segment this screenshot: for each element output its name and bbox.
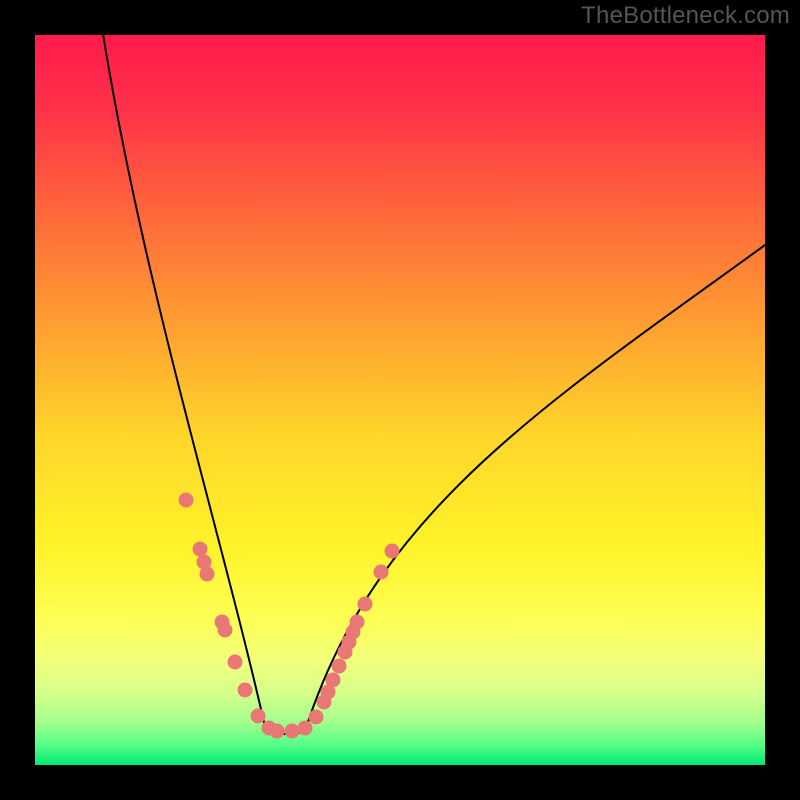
marker-right-10 [358, 597, 373, 612]
marker-left-11 [285, 724, 300, 739]
marker-right-0 [298, 721, 313, 736]
marker-left-5 [218, 623, 233, 638]
marker-right-11 [374, 565, 389, 580]
watermark-text: TheBottleneck.com [581, 2, 790, 30]
marker-left-8 [251, 709, 266, 724]
marker-right-5 [332, 659, 347, 674]
marker-left-1 [193, 542, 208, 557]
marker-right-12 [385, 544, 400, 559]
marker-left-7 [238, 683, 253, 698]
marker-left-10 [270, 724, 285, 739]
bottleneck-chart [0, 0, 800, 800]
marker-right-4 [326, 673, 341, 688]
marker-right-9 [350, 615, 365, 630]
marker-left-6 [228, 655, 243, 670]
gradient-background [35, 35, 765, 765]
marker-left-3 [200, 567, 215, 582]
marker-right-1 [309, 710, 324, 725]
marker-left-0 [179, 493, 194, 508]
